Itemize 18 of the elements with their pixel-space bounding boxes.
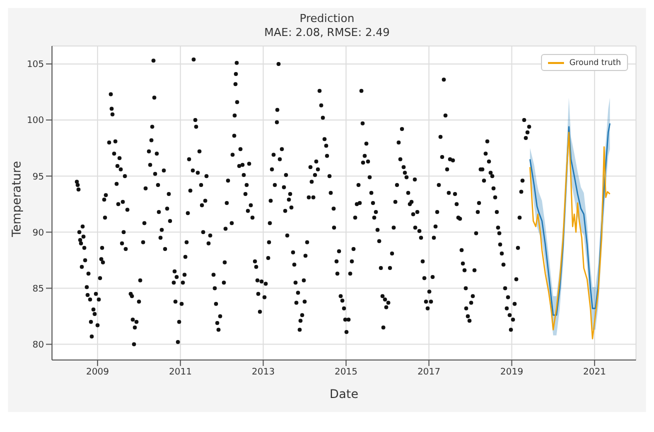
x-tick-label: 2019 bbox=[500, 367, 524, 378]
x-tick-label: 2011 bbox=[168, 367, 192, 378]
y-tick-label: 100 bbox=[26, 116, 44, 126]
y-tick-label: 90 bbox=[32, 228, 44, 238]
legend-label: Ground truth bbox=[569, 58, 621, 67]
x-tick-label: 2013 bbox=[252, 367, 275, 378]
y-axis-title: Temperature bbox=[9, 160, 24, 238]
x-tick-label: 2009 bbox=[86, 367, 110, 378]
y-tick-label: 85 bbox=[32, 284, 44, 294]
chart-subtitle: MAE: 2.08, RMSE: 2.49 bbox=[263, 26, 391, 40]
x-axis-title: Date bbox=[330, 387, 358, 401]
x-tick-label: 2015 bbox=[334, 367, 358, 378]
x-tick-label: 2021 bbox=[583, 367, 606, 378]
y-tick-label: 105 bbox=[26, 60, 44, 70]
x-tick-label: 2017 bbox=[417, 367, 440, 378]
chart-title: Prediction bbox=[298, 12, 356, 26]
y-tick-label: 80 bbox=[32, 340, 44, 350]
y-tick-label: 95 bbox=[32, 172, 44, 182]
